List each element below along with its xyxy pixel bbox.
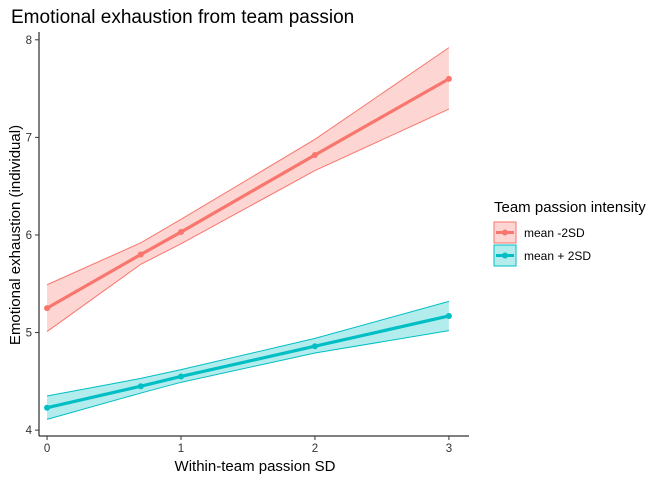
point-series-1-4 bbox=[445, 312, 452, 319]
y-axis-title: Emotional exhaustion (individual) bbox=[7, 125, 24, 345]
x-tick-label-0: 0 bbox=[44, 443, 50, 455]
point-series-0-2 bbox=[177, 229, 184, 236]
ci-band-series-0 bbox=[47, 47, 449, 332]
legend: Team passion intensity mean -2SD mean + 2… bbox=[493, 199, 646, 267]
legend-key-point-0 bbox=[502, 229, 508, 236]
point-series-1-0 bbox=[44, 404, 51, 411]
ci-upper-series-1 bbox=[46, 300, 450, 397]
point-series-0-1 bbox=[137, 251, 144, 258]
x-axis-title: Within-team passion SD bbox=[175, 458, 336, 475]
legend-key-point-1 bbox=[502, 252, 508, 259]
y-tick-label-5: 5 bbox=[26, 328, 32, 340]
legend-title: Team passion intensity bbox=[494, 199, 646, 216]
legend-label-1: mean + 2SD bbox=[524, 249, 591, 263]
x-tick-label-3: 3 bbox=[446, 443, 452, 455]
point-series-1-3 bbox=[311, 343, 318, 350]
point-series-0-0 bbox=[44, 305, 51, 312]
axes: 4 5 6 7 8 0 1 2 3 bbox=[26, 32, 469, 455]
y-tick-label-6: 6 bbox=[26, 230, 32, 242]
plot-area bbox=[44, 47, 452, 420]
x-tick-label-1: 1 bbox=[178, 443, 184, 455]
x-tick-label-2: 2 bbox=[312, 443, 318, 455]
point-series-0-3 bbox=[311, 151, 318, 158]
line-series-0 bbox=[46, 77, 450, 310]
y-tick-label-4: 4 bbox=[26, 425, 33, 437]
legend-label-0: mean -2SD bbox=[524, 226, 585, 240]
y-tick-label-8: 8 bbox=[26, 35, 32, 47]
point-series-0-4 bbox=[445, 75, 452, 82]
point-series-1-2 bbox=[177, 373, 184, 380]
ci-lower-series-0 bbox=[46, 108, 450, 332]
ci-upper-series-0 bbox=[46, 47, 450, 286]
ci-lower-series-1 bbox=[46, 330, 449, 420]
point-series-1-1 bbox=[137, 383, 144, 390]
y-tick-label-7: 7 bbox=[26, 132, 32, 144]
line-series-1 bbox=[46, 314, 450, 410]
chart-title: Emotional exhaustion from team passion bbox=[11, 7, 354, 28]
